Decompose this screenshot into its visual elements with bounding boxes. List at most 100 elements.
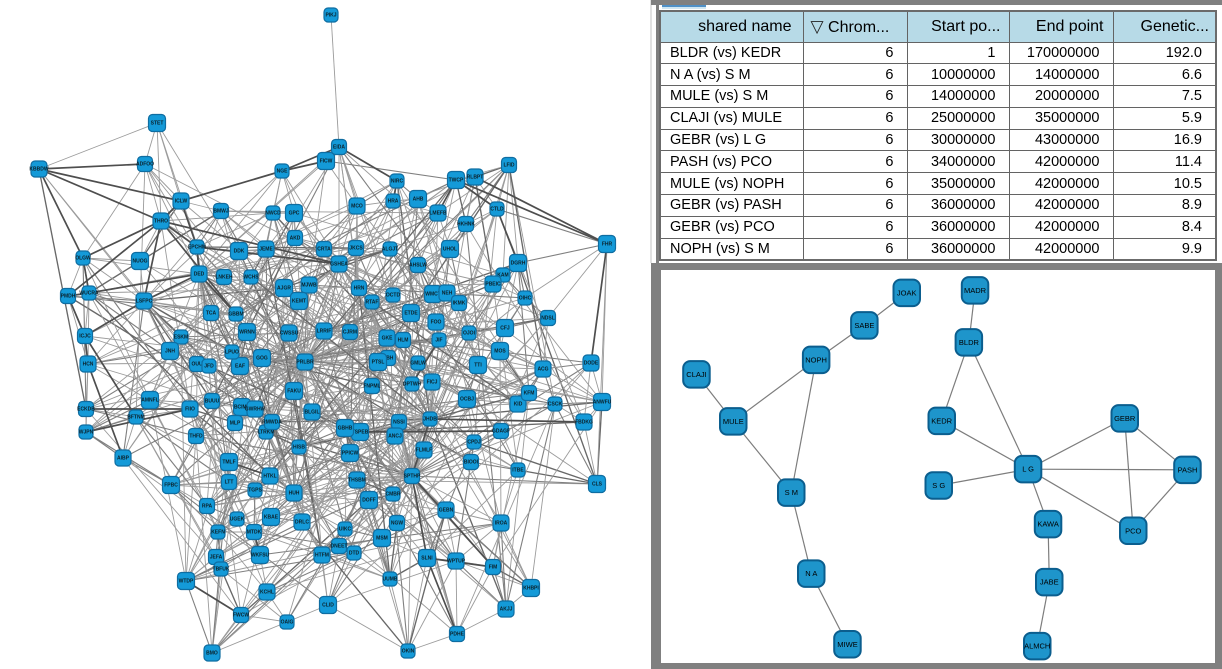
svg-text:LFID: LFID bbox=[503, 163, 514, 169]
svg-text:ABH: ABH bbox=[383, 356, 394, 362]
svg-text:CWSSU: CWSSU bbox=[280, 331, 299, 337]
svg-text:ACG: ACG bbox=[537, 367, 548, 373]
svg-text:JIF: JIF bbox=[435, 338, 442, 344]
svg-text:FAKU: FAKU bbox=[287, 389, 301, 395]
svg-text:N A: N A bbox=[805, 569, 817, 578]
svg-text:GEBN: GEBN bbox=[439, 508, 454, 514]
svg-text:PCO: PCO bbox=[1125, 526, 1141, 535]
svg-text:CTLD: CTLD bbox=[490, 207, 504, 213]
svg-text:BMWJ: BMWJ bbox=[213, 209, 228, 215]
svg-text:NDSL: NDSL bbox=[541, 316, 555, 322]
svg-text:ETDE: ETDE bbox=[404, 311, 418, 317]
svg-text:JHDB: JHDB bbox=[423, 417, 437, 423]
svg-text:PRLBR: PRLBR bbox=[296, 360, 314, 366]
svg-text:EPCHM: EPCHM bbox=[188, 245, 206, 251]
svg-text:CLAJI: CLAJI bbox=[686, 370, 706, 379]
svg-text:DED: DED bbox=[194, 272, 205, 278]
svg-text:JOAK: JOAK bbox=[897, 288, 917, 297]
svg-text:BIOOI: BIOOI bbox=[464, 460, 479, 466]
svg-text:PASH: PASH bbox=[1178, 465, 1198, 474]
svg-text:OCTD: OCTD bbox=[386, 293, 401, 299]
svg-text:GBBM: GBBM bbox=[228, 312, 243, 318]
svg-text:AKJJ: AKJJ bbox=[500, 607, 513, 613]
svg-text:EAF: EAF bbox=[235, 364, 245, 370]
svg-text:BLGIL: BLGIL bbox=[305, 410, 320, 416]
svg-text:NGW: NGW bbox=[391, 521, 404, 527]
svg-text:HKHNK: HKHNK bbox=[457, 222, 475, 228]
svg-text:GPC: GPC bbox=[289, 211, 300, 217]
svg-text:AHSLW: AHSLW bbox=[409, 263, 427, 269]
svg-text:UIKC: UIKC bbox=[339, 527, 352, 533]
svg-text:MJWB: MJWB bbox=[301, 283, 317, 289]
svg-text:MSM: MSM bbox=[376, 536, 388, 542]
svg-text:GOG: GOG bbox=[256, 356, 268, 362]
svg-text:GKE: GKE bbox=[382, 336, 394, 342]
svg-text:DRLC: DRLC bbox=[295, 520, 309, 526]
svg-text:DGRH: DGRH bbox=[511, 261, 526, 267]
svg-text:GBHB: GBHB bbox=[338, 426, 353, 432]
svg-text:WRNN: WRNN bbox=[239, 330, 255, 336]
svg-text:RTAF: RTAF bbox=[366, 300, 379, 306]
svg-text:KCHL: KCHL bbox=[260, 590, 274, 596]
svg-text:WKFSU: WKFSU bbox=[251, 553, 270, 559]
svg-text:WUCRA: WUCRA bbox=[79, 291, 99, 297]
svg-text:CLID: CLID bbox=[322, 603, 334, 609]
svg-text:S M: S M bbox=[785, 488, 798, 497]
svg-text:ICLW: ICLW bbox=[175, 199, 188, 205]
svg-text:ITBE: ITBE bbox=[512, 468, 524, 474]
svg-text:AIBP: AIBP bbox=[117, 456, 130, 462]
svg-text:AJGR: AJGR bbox=[277, 286, 291, 292]
svg-text:BLDR: BLDR bbox=[959, 338, 980, 347]
svg-text:HLM: HLM bbox=[398, 338, 409, 344]
svg-text:HTKL: HTKL bbox=[263, 474, 276, 480]
svg-text:ADFOO: ADFOO bbox=[136, 162, 154, 168]
svg-text:OUU: OUU bbox=[191, 362, 203, 368]
svg-text:LSFPC: LSFPC bbox=[136, 299, 153, 305]
svg-text:NGE: NGE bbox=[277, 169, 289, 175]
svg-text:NUOG: NUOG bbox=[133, 259, 148, 265]
svg-text:HTFM: HTFM bbox=[315, 553, 329, 559]
svg-text:HCN: HCN bbox=[83, 362, 94, 368]
svg-text:FPBC: FPBC bbox=[164, 483, 178, 489]
svg-text:WCHS: WCHS bbox=[243, 275, 259, 281]
svg-text:KBBDW: KBBDW bbox=[29, 167, 48, 173]
svg-text:OJOI: OJOI bbox=[463, 331, 476, 337]
svg-text:STET: STET bbox=[151, 121, 164, 127]
svg-text:DTD: DTD bbox=[349, 551, 360, 557]
svg-text:OLGW: OLGW bbox=[75, 256, 91, 262]
svg-text:LNKEH: LNKEH bbox=[215, 275, 233, 281]
svg-text:LTRKM: LTRKM bbox=[257, 430, 274, 436]
svg-text:NIRC: NIRC bbox=[391, 179, 404, 185]
svg-text:FWCW: FWCW bbox=[233, 613, 249, 619]
svg-text:UGEK: UGEK bbox=[230, 517, 245, 523]
svg-text:BUUU: BUUU bbox=[205, 399, 220, 405]
svg-text:S G: S G bbox=[932, 481, 945, 490]
svg-text:CPDJ: CPDJ bbox=[467, 440, 481, 446]
svg-text:ALMCH: ALMCH bbox=[1024, 642, 1050, 651]
svg-text:JNH: JNH bbox=[165, 349, 175, 355]
svg-text:TWCP: TWCP bbox=[449, 178, 464, 184]
svg-text:CLS: CLS bbox=[592, 482, 603, 488]
svg-text:NOPH: NOPH bbox=[805, 355, 827, 364]
svg-text:AKD: AKD bbox=[290, 236, 301, 242]
svg-text:OAIG: OAIG bbox=[281, 620, 294, 626]
svg-text:JKCS: JKCS bbox=[349, 246, 363, 252]
svg-text:PMDH: PMDH bbox=[61, 294, 76, 300]
svg-text:RMWDA: RMWDA bbox=[262, 420, 282, 426]
svg-text:NSSI: NSSI bbox=[393, 420, 405, 426]
svg-text:TTI: TTI bbox=[474, 363, 482, 369]
svg-text:THSBM: THSBM bbox=[348, 478, 366, 484]
svg-text:OKIN: OKIN bbox=[402, 649, 415, 655]
svg-text:BCIME: BCIME bbox=[234, 405, 251, 411]
svg-text:FIM: FIM bbox=[489, 565, 498, 571]
svg-text:PDHE: PDHE bbox=[450, 632, 465, 638]
svg-text:HRN: HRN bbox=[354, 286, 365, 292]
svg-text:OCBJ: OCBJ bbox=[460, 397, 474, 403]
svg-text:TCA: TCA bbox=[206, 311, 217, 317]
svg-text:GDAGF: GDAGF bbox=[492, 429, 510, 435]
svg-text:JFD: JFD bbox=[204, 364, 214, 370]
svg-text:PBEIC: PBEIC bbox=[485, 282, 501, 288]
svg-text:KEFN: KEFN bbox=[211, 530, 225, 536]
svg-text:LPUO: LPUO bbox=[225, 350, 239, 356]
svg-text:KID: KID bbox=[514, 402, 523, 408]
